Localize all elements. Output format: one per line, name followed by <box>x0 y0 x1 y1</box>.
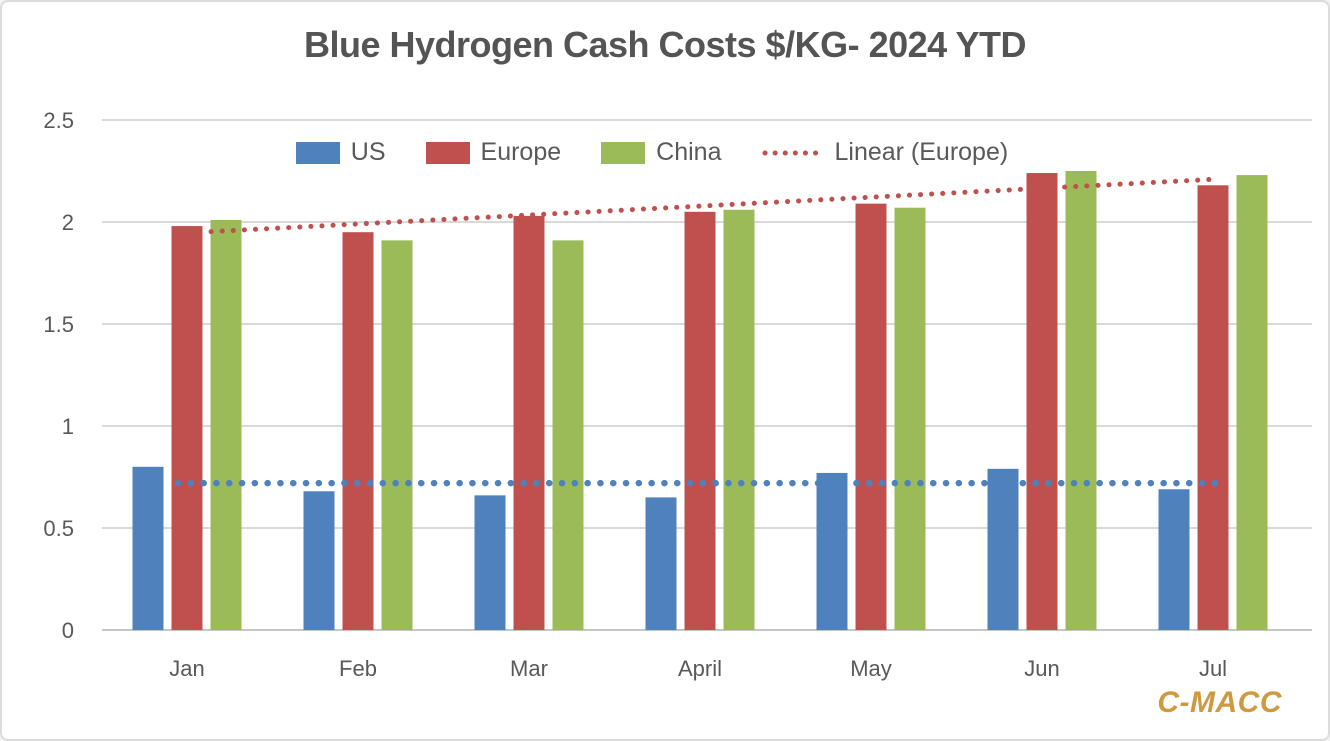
trendline-linear-europe <box>197 176 1219 235</box>
bar-china-jun <box>1065 171 1097 630</box>
bar-china-jul <box>1236 175 1268 630</box>
legend-item-linear-europe: Linear (Europe) <box>761 138 1008 167</box>
legend-label: Linear (Europe) <box>834 138 1009 166</box>
x-axis-tick-label-feb: Feb <box>339 656 377 681</box>
bar-europe-april <box>684 211 716 631</box>
x-axis-tick-label-may: May <box>850 656 892 681</box>
legend-item-china: China <box>601 138 721 167</box>
bar-china-may <box>894 207 926 630</box>
bar-us-jun <box>987 468 1019 630</box>
legend-swatch-europe <box>425 141 470 164</box>
bar-europe-may <box>855 203 887 630</box>
y-axis-tick-label: 0 <box>62 618 74 643</box>
bar-china-feb <box>381 240 413 631</box>
y-axis-tick-label: 1 <box>62 414 74 439</box>
bar-us-feb <box>303 491 335 630</box>
bar-china-april <box>723 209 755 630</box>
bar-us-april <box>645 497 677 630</box>
x-axis-tick-label-mar: Mar <box>510 656 548 681</box>
bar-us-may <box>816 472 848 630</box>
legend-label: US <box>350 138 386 166</box>
y-axis-tick-label: 1.5 <box>43 312 74 337</box>
x-axis-tick-label-april: April <box>678 656 722 681</box>
y-axis-tick-label: 2 <box>62 210 74 235</box>
legend-label: Europe <box>480 138 562 166</box>
legend-item-europe: Europe <box>425 138 562 167</box>
x-axis-tick-label-jul: Jul <box>1199 656 1227 681</box>
bar-europe-mar <box>513 215 545 630</box>
legend-swatch-china <box>601 141 646 164</box>
x-axis-tick-label-jan: Jan <box>169 656 204 681</box>
bar-china-mar <box>552 240 584 631</box>
watermark-logo: C-MACC <box>1157 686 1282 719</box>
chart-title: Blue Hydrogen Cash Costs $/KG- 2024 YTD <box>303 24 1027 65</box>
legend-swatch-us <box>295 141 340 164</box>
y-axis-tick-label: 2.5 <box>43 108 74 133</box>
chart-legend: US Europe China Linear (Europe) <box>92 138 1212 167</box>
x-axis-tick-label-jun: Jun <box>1024 656 1059 681</box>
bar-us-mar <box>474 495 506 630</box>
bar-europe-jan <box>171 226 203 630</box>
legend-label: China <box>656 138 722 166</box>
legend-dotted-line-sample <box>762 150 822 155</box>
y-axis-tick-label: 0.5 <box>43 516 74 541</box>
bar-europe-feb <box>342 232 374 630</box>
bar-europe-jun <box>1026 173 1058 631</box>
legend-item-us: US <box>295 138 386 167</box>
bar-europe-jul <box>1197 185 1229 630</box>
bar-china-jan <box>210 219 242 630</box>
bar-us-jul <box>1158 489 1190 630</box>
bar-us-jan <box>132 466 164 630</box>
